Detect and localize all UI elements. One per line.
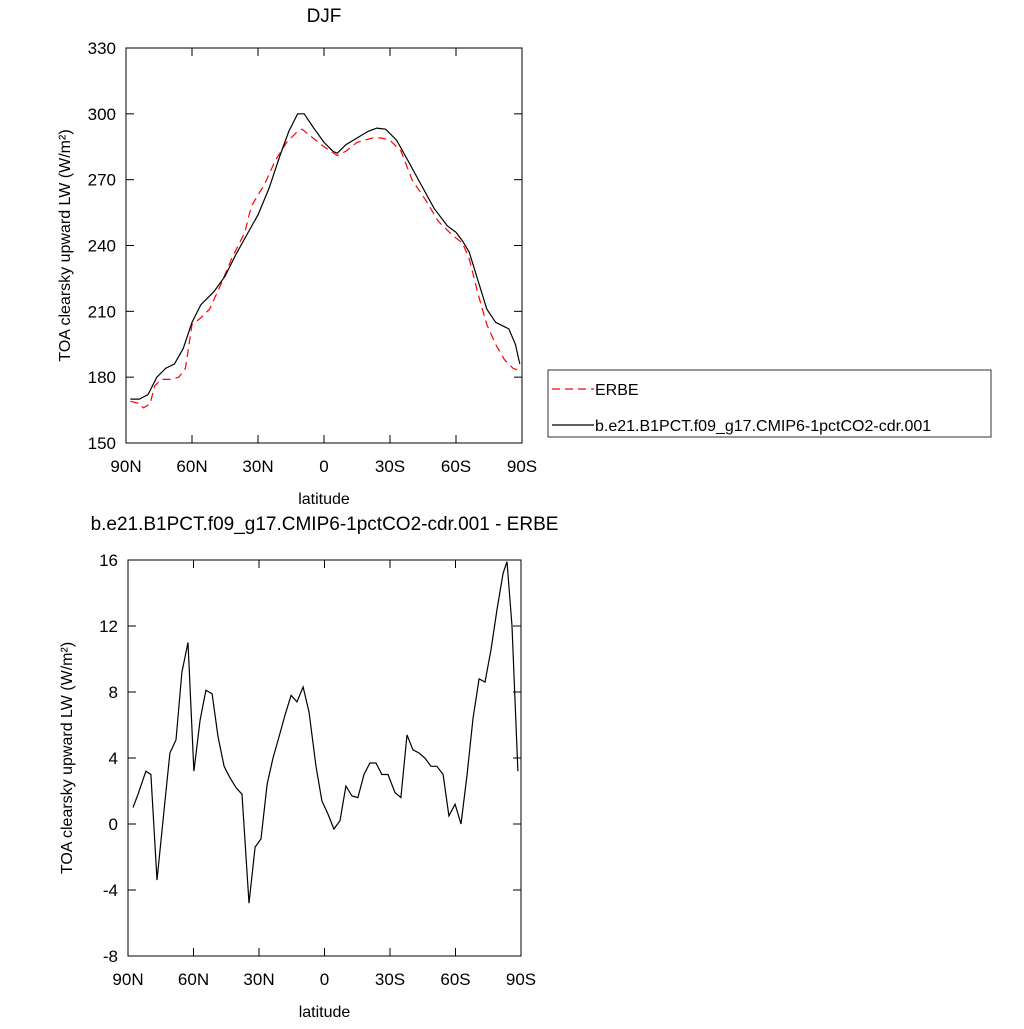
x-tick-label: 60N (176, 457, 207, 476)
y-axis-label: TOA clearsky upward LW (W/m²) (59, 642, 76, 874)
x-tick-label: 0 (320, 970, 329, 989)
y-tick-label: -8 (103, 947, 118, 966)
y-tick-label: 8 (109, 683, 118, 702)
x-tick-label: 30N (242, 457, 273, 476)
plot-frame (125, 47, 523, 444)
x-axis-label: latitude (298, 491, 350, 508)
x-tick-label: 60S (440, 970, 470, 989)
x-tick-label: 90S (507, 457, 537, 476)
legend-label: b.e21.B1PCT.f09_g17.CMIP6-1pctCO2-cdr.00… (595, 418, 931, 435)
x-tick-label: 90S (506, 970, 536, 989)
y-tick-label: 16 (99, 551, 118, 570)
y-tick-label: 0 (109, 815, 118, 834)
y-tick-label: 180 (88, 368, 116, 387)
chart-title: DJF (307, 6, 342, 27)
x-axis-label: latitude (299, 1004, 351, 1021)
y-tick-label: 150 (88, 434, 116, 453)
y-tick-label: -4 (103, 881, 118, 900)
legend-label: ERBE (595, 382, 639, 399)
x-tick-label: 30S (375, 970, 405, 989)
y-tick-label: 240 (88, 237, 116, 256)
legend-box (547, 369, 992, 438)
y-tick-label: 12 (99, 617, 118, 636)
y-tick-label: 4 (109, 749, 118, 768)
data-line (130, 113, 521, 400)
y-axis-label: TOA clearsky upward LW (W/m²) (57, 129, 74, 361)
y-tick-label: 270 (88, 171, 116, 190)
x-tick-label: 90N (112, 970, 143, 989)
y-tick-label: 330 (88, 39, 116, 58)
x-tick-label: 30N (243, 970, 274, 989)
x-tick-label: 60N (178, 970, 209, 989)
chart-title: b.e21.B1PCT.f09_g17.CMIP6-1pctCO2-cdr.00… (91, 514, 559, 535)
x-tick-label: 0 (319, 457, 328, 476)
x-tick-label: 90N (110, 457, 141, 476)
plot-frame (127, 559, 522, 957)
x-tick-label: 60S (441, 457, 471, 476)
data-line (132, 561, 519, 904)
data-line (130, 128, 520, 409)
y-tick-label: 300 (88, 105, 116, 124)
x-tick-label: 30S (375, 457, 405, 476)
y-tick-label: 210 (88, 302, 116, 321)
